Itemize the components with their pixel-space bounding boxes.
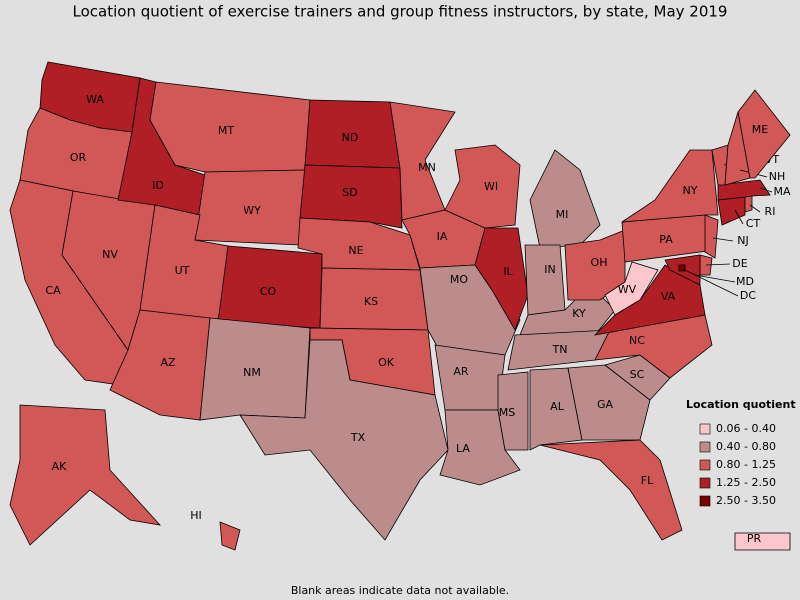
state-shape: [444, 144, 521, 229]
state-label: HI: [190, 509, 202, 522]
state-label: CO: [260, 285, 277, 298]
state-label: ID: [152, 179, 164, 192]
state-label: AL: [550, 400, 565, 413]
state-label: NH: [769, 170, 786, 183]
state-shape: [593, 264, 706, 336]
state-label: DE: [732, 257, 747, 270]
legend-title: Location quotient: [686, 398, 796, 411]
state-label: OR: [70, 151, 87, 164]
state-label: MT: [218, 124, 234, 137]
state-label: FL: [641, 474, 654, 487]
state-label: PR: [747, 532, 762, 545]
leader-line: [734, 209, 744, 225]
legend-label: 0.06 - 0.40: [716, 422, 776, 435]
state-shape: [744, 195, 753, 213]
state-label: KS: [364, 295, 378, 308]
legend-label: 0.80 - 1.25: [716, 458, 776, 471]
state-shape: [239, 339, 449, 541]
state-label: NY: [683, 184, 698, 197]
states: WA OR CA NV ID MT WY UT AZ CO NM ND SD NE KS OK TX MN IA MO…: [9, 61, 791, 551]
state-label: AZ: [160, 356, 176, 369]
legend-swatch: [699, 459, 711, 471]
state-label: DC: [740, 289, 756, 302]
state-shape: [529, 367, 583, 451]
state-label: OH: [591, 256, 608, 269]
leader-line: [712, 237, 734, 242]
state-label: NM: [243, 366, 261, 379]
state-shape: [704, 214, 719, 259]
state-label: IL: [503, 265, 513, 278]
state-label: TX: [350, 431, 366, 444]
state-label: NV: [102, 248, 118, 261]
state-shape: [434, 344, 506, 411]
state-label: MD: [736, 275, 754, 288]
map-title: Location quotient of exercise trainers a…: [73, 3, 728, 21]
state-label: LA: [456, 442, 470, 455]
legend-swatch: [699, 495, 711, 507]
state-label: NE: [348, 244, 363, 257]
state-label: KY: [572, 307, 586, 320]
state-shape: [474, 227, 529, 331]
state-shape: [621, 149, 719, 223]
state-shape: [737, 89, 791, 179]
leader-line: [759, 187, 773, 193]
state-label: WA: [86, 93, 104, 106]
state-label: AK: [52, 460, 68, 473]
state-shape: [678, 264, 686, 272]
leader-line: [749, 204, 761, 213]
leader-line: [705, 263, 731, 266]
state-label: CA: [45, 284, 61, 297]
state-label: PA: [659, 233, 673, 246]
state-shape: [497, 371, 529, 451]
state-label: GA: [597, 398, 614, 411]
state-label: OK: [378, 356, 395, 369]
state-label: CT: [746, 217, 761, 230]
state-shape: [529, 149, 601, 249]
state-shape: [539, 439, 683, 541]
state-label: IA: [437, 230, 448, 243]
state-shape: [9, 404, 162, 546]
state-label: ME: [752, 123, 768, 136]
state-label: WI: [484, 180, 498, 193]
state-label: NC: [629, 334, 645, 347]
state-shape: [524, 244, 566, 316]
state-label: WY: [243, 204, 261, 217]
legend-swatch: [699, 423, 711, 435]
state-shape: [299, 164, 403, 229]
state-label: VA: [661, 290, 676, 303]
state-label: MA: [773, 185, 790, 198]
legend-label: 0.40 - 0.80: [716, 440, 776, 453]
state-shape: [717, 179, 771, 201]
state-label: RI: [765, 205, 776, 218]
state-label: WV: [618, 283, 637, 296]
leader-line: [682, 268, 739, 297]
legend: 0.06 - 0.40 0.40 - 0.80 0.80 - 1.25 1.25 - …: [699, 422, 776, 507]
legend-label: 2.50 - 3.50: [716, 494, 776, 507]
state-label: MN: [418, 161, 436, 174]
legend-label: 1.25 - 2.50: [716, 476, 776, 489]
legend-swatch: [699, 477, 711, 489]
state-label: MO: [450, 273, 468, 286]
state-label: IN: [544, 263, 555, 276]
state-shape: [219, 521, 241, 551]
state-label: AR: [453, 365, 469, 378]
leader-line: [694, 274, 736, 283]
state-label: MS: [499, 406, 515, 419]
footnote: Blank areas indicate data not available.: [291, 584, 509, 597]
state-label: ND: [342, 131, 359, 144]
state-label: UT: [175, 264, 190, 277]
state-label: NJ: [737, 234, 748, 247]
state-label: TN: [552, 343, 568, 356]
state-label: SD: [342, 186, 357, 199]
state-shape: [734, 532, 791, 551]
state-shape: [567, 364, 651, 441]
state-label: SC: [630, 368, 645, 381]
legend-swatch: [699, 441, 711, 453]
state-label: MI: [556, 208, 569, 221]
